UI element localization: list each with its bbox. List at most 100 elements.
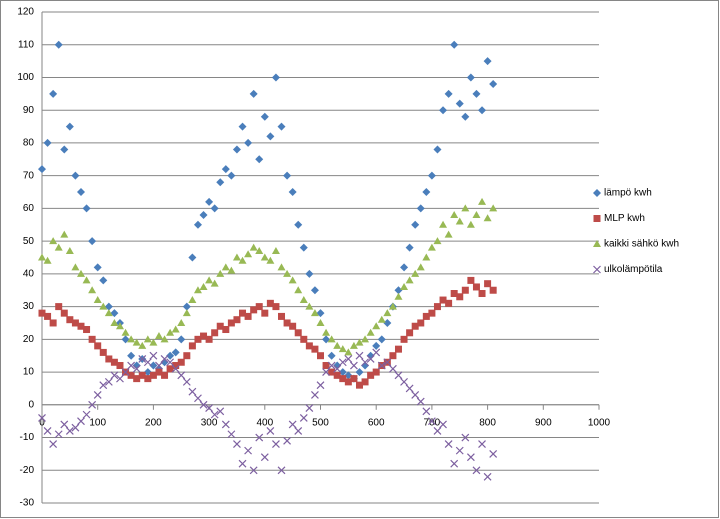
point <box>144 375 152 383</box>
point <box>344 355 353 363</box>
point <box>388 364 397 373</box>
point <box>216 178 225 187</box>
point <box>294 220 303 229</box>
point <box>82 276 91 284</box>
point <box>339 375 347 383</box>
point <box>322 362 330 370</box>
point <box>400 377 408 386</box>
point <box>160 355 169 363</box>
point <box>65 122 74 131</box>
point <box>188 387 197 396</box>
point <box>244 312 252 320</box>
point <box>166 358 175 367</box>
point <box>305 404 314 412</box>
y-tick-label: -10 <box>20 432 35 443</box>
point <box>327 361 336 370</box>
point <box>38 253 46 261</box>
point <box>99 276 108 285</box>
point <box>110 309 119 318</box>
y-tick-label: -20 <box>20 465 35 476</box>
point <box>65 246 74 254</box>
point <box>149 371 157 379</box>
point <box>455 217 464 225</box>
point <box>389 352 397 360</box>
point <box>143 358 152 367</box>
point <box>383 309 392 317</box>
point <box>250 306 258 314</box>
point <box>210 410 219 419</box>
point <box>394 286 403 295</box>
point <box>366 328 375 336</box>
point <box>350 375 358 383</box>
point <box>205 335 213 343</box>
point <box>489 204 498 212</box>
y-tick-label: 60 <box>23 203 35 214</box>
point <box>238 256 247 264</box>
point <box>433 303 441 311</box>
point <box>260 453 269 462</box>
point <box>472 283 480 291</box>
point <box>216 407 225 416</box>
point <box>43 256 52 264</box>
y-tick-label: 70 <box>23 170 35 181</box>
point <box>49 89 58 98</box>
point <box>88 335 96 343</box>
point <box>366 355 375 363</box>
point <box>417 319 425 327</box>
point <box>255 303 263 311</box>
point <box>104 377 113 386</box>
point <box>132 338 141 346</box>
point <box>171 364 180 373</box>
point <box>277 466 286 475</box>
point <box>261 309 269 317</box>
point <box>277 263 286 271</box>
point <box>121 328 130 336</box>
point <box>116 362 124 370</box>
y-tick-label: 120 <box>17 7 34 18</box>
point <box>299 413 308 422</box>
point <box>483 214 492 222</box>
point <box>266 427 275 435</box>
y-tick-label: 80 <box>23 138 35 149</box>
point <box>233 440 241 449</box>
point <box>355 368 364 377</box>
point <box>478 106 487 115</box>
point <box>182 377 191 386</box>
point <box>166 328 175 336</box>
point <box>38 309 46 317</box>
y-tick-label: 50 <box>23 236 35 247</box>
point <box>244 250 253 258</box>
point <box>472 466 481 475</box>
point <box>344 348 353 356</box>
x-tick-label: 800 <box>479 417 496 428</box>
x-tick-label: 400 <box>256 417 273 428</box>
point <box>394 292 403 300</box>
point <box>461 433 470 442</box>
point <box>405 276 414 284</box>
point <box>188 253 197 262</box>
point <box>305 269 314 278</box>
point <box>355 351 364 360</box>
point <box>467 276 475 284</box>
point <box>60 145 69 154</box>
point <box>104 302 113 311</box>
point <box>121 368 130 376</box>
point <box>210 279 219 287</box>
point <box>205 404 214 412</box>
point <box>138 355 147 363</box>
point <box>166 351 175 360</box>
point <box>110 371 119 380</box>
point <box>416 397 425 406</box>
point <box>193 286 202 294</box>
point <box>77 322 85 330</box>
point <box>76 188 85 197</box>
point <box>294 329 302 337</box>
legend-label: ulkolämpötila <box>604 264 663 275</box>
point <box>405 243 414 252</box>
point <box>38 413 46 422</box>
y-tick-label: 110 <box>18 39 34 50</box>
y-tick-label: 10 <box>23 367 35 378</box>
point <box>289 322 297 330</box>
point <box>311 345 319 353</box>
point <box>294 286 303 294</box>
